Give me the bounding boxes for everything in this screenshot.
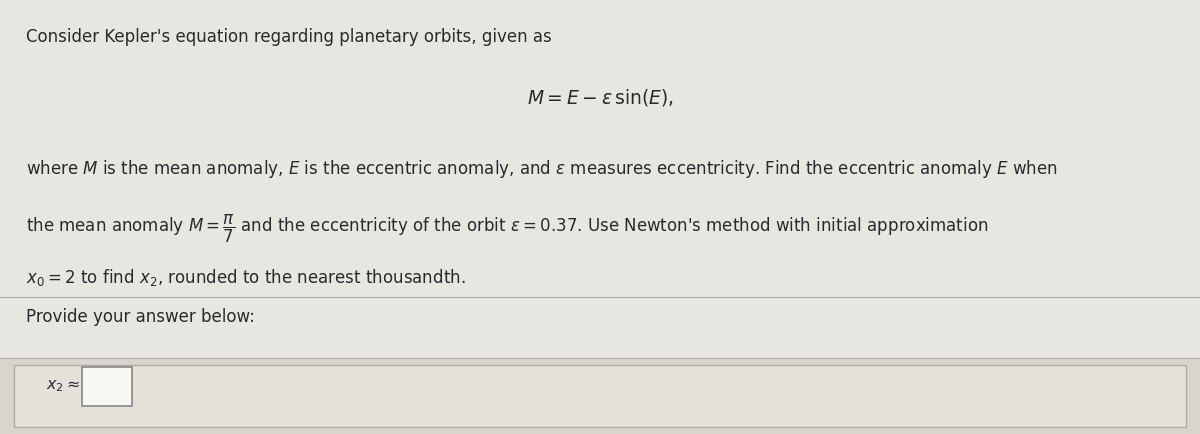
Text: Provide your answer below:: Provide your answer below:	[26, 308, 256, 326]
Bar	[82, 367, 132, 406]
Text: Consider Kepler's equation regarding planetary orbits, given as: Consider Kepler's equation regarding pla…	[26, 28, 552, 46]
Text: where $M$ is the mean anomaly, $E$ is the eccentric anomaly, and $\epsilon$ meas: where $M$ is the mean anomaly, $E$ is th…	[26, 158, 1058, 181]
Bar	[0, 297, 1200, 358]
Text: $M = E - \epsilon\,\sin(E),$: $M = E - \epsilon\,\sin(E),$	[527, 87, 673, 108]
Bar	[14, 365, 1186, 427]
Text: $x_0 = 2$ to find $x_2$, rounded to the nearest thousandth.: $x_0 = 2$ to find $x_2$, rounded to the …	[26, 267, 466, 288]
Text: $x_2 \approx$: $x_2 \approx$	[46, 378, 80, 394]
Bar	[0, 358, 1200, 434]
Bar	[0, 0, 1200, 297]
Text: the mean anomaly $M = \dfrac{\pi}{7}$ and the eccentricity of the orbit $\epsilo: the mean anomaly $M = \dfrac{\pi}{7}$ an…	[26, 213, 989, 245]
